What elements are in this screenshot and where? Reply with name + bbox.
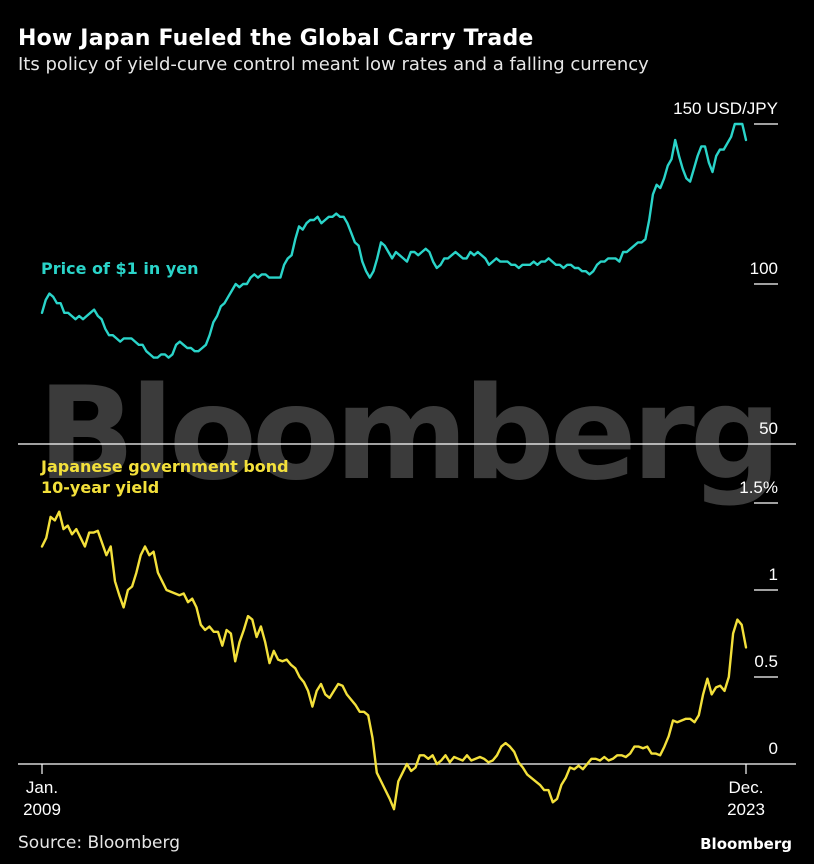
x-label-line: Jan.: [26, 778, 58, 797]
chart-title: How Japan Fueled the Global Carry Trade: [18, 26, 534, 51]
usdjpy-tick-label: 100: [750, 259, 778, 278]
x-label-line: 2023: [727, 800, 765, 819]
usdjpy-tick-label: 150 USD/JPY: [673, 99, 778, 118]
source-note: Source: Bloomberg: [18, 833, 180, 853]
usdjpy-series-label: Price of $1 in yen: [41, 259, 198, 278]
bloomberg-logo: Bloomberg: [700, 835, 792, 853]
x-label-start: Jan. 2009: [23, 778, 61, 819]
usdjpy-tick-label: 50: [759, 419, 778, 438]
x-label-end: Dec. 2023: [727, 778, 765, 819]
jgb-series-label-line: 10-year yield: [41, 478, 159, 497]
x-label-line: Dec.: [729, 778, 764, 797]
jgb-series-label: Japanese government bond 10-year yield: [40, 457, 289, 497]
jgb-series-label-line: Japanese government bond: [40, 457, 289, 476]
jgb-tick-label: 0.5: [754, 652, 778, 671]
watermark: Bloomberg: [38, 360, 777, 509]
jgb-tick-label: 1.5%: [739, 478, 778, 497]
jgb-series-line: [40, 510, 748, 811]
jgb-tick-label: 0: [769, 739, 778, 758]
chart-subtitle: Its policy of yield-curve control meant …: [18, 54, 649, 75]
jgb-tick-label: 1: [769, 565, 778, 584]
x-label-line: 2009: [23, 800, 61, 819]
usdjpy-series-line: [40, 122, 748, 359]
